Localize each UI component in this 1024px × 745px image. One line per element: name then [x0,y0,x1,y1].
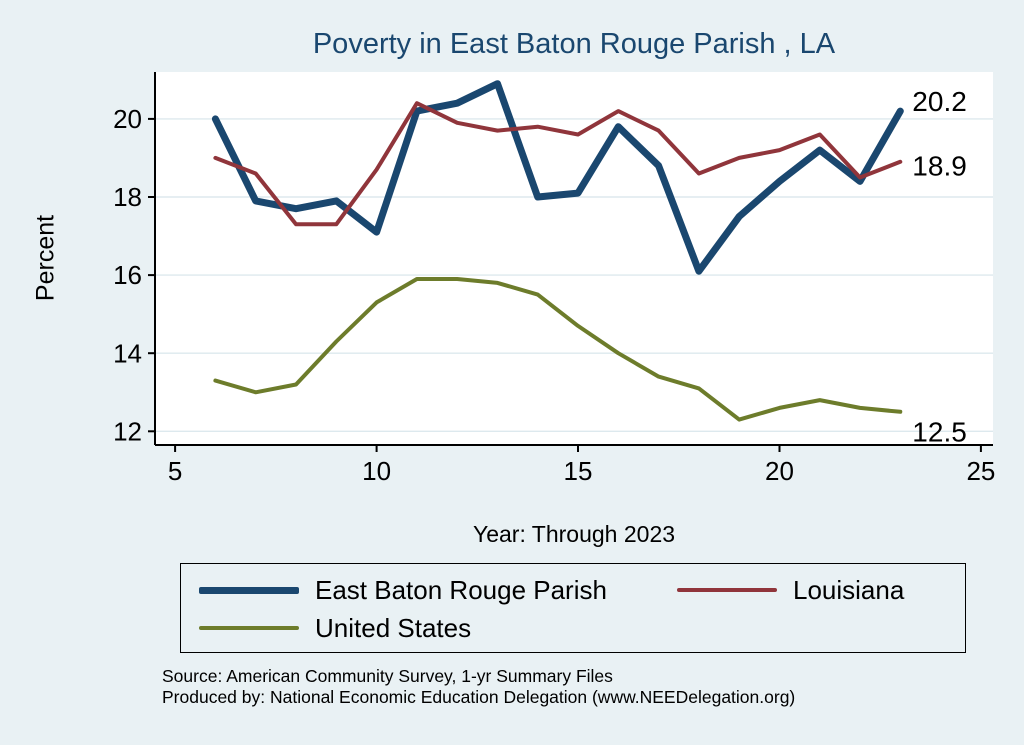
legend-line-sample-louisiana [677,588,777,592]
source-line-1: Source: American Community Survey, 1-yr … [162,666,613,686]
legend-label-east-baton-rouge-parish: East Baton Rouge Parish [315,575,607,605]
end-label-louisiana: 18.9 [912,151,967,182]
legend: East Baton Rouge Parish Louisiana United… [180,563,966,653]
series-line-united-states [213,277,903,422]
x-tick-label: 10 [362,456,391,486]
source-note: Source: American Community Survey, 1-yr … [162,666,795,708]
series-line-east-baton-rouge-parish [211,80,904,275]
x-tick-label: 5 [168,456,182,486]
end-label-united-states: 12.5 [912,417,967,448]
y-tick-label: 18 [113,182,142,212]
legend-label-united-states: United States [315,613,472,643]
x-tick-label: 25 [966,456,995,486]
legend-line-sample-united-states [199,626,299,630]
x-tick-label: 20 [765,456,794,486]
chart-title: Poverty in East Baton Rouge Parish , LA [312,28,836,60]
x-tick-label: 15 [564,456,593,486]
x-axis-title: Year: Through 2023 [472,521,676,547]
y-tick-label: 14 [113,338,142,368]
y-tick-label: 20 [113,104,142,134]
legend-item-east-baton-rouge-parish: East Baton Rouge Parish [199,574,677,606]
series-line-louisiana [213,101,903,227]
source-line-2: Produced by: National Economic Education… [162,687,796,707]
y-tick-label: 16 [113,260,142,290]
legend-line-sample-east-baton-rouge-parish [199,586,299,594]
y-axis-title: Percent [31,214,60,302]
legend-label-louisiana: Louisiana [793,575,905,605]
legend-item-united-states: United States [199,612,677,644]
end-label-east-baton-rouge-parish: 20.2 [912,86,967,117]
legend-item-louisiana: Louisiana [677,574,947,606]
y-tick-label: 12 [113,416,142,446]
